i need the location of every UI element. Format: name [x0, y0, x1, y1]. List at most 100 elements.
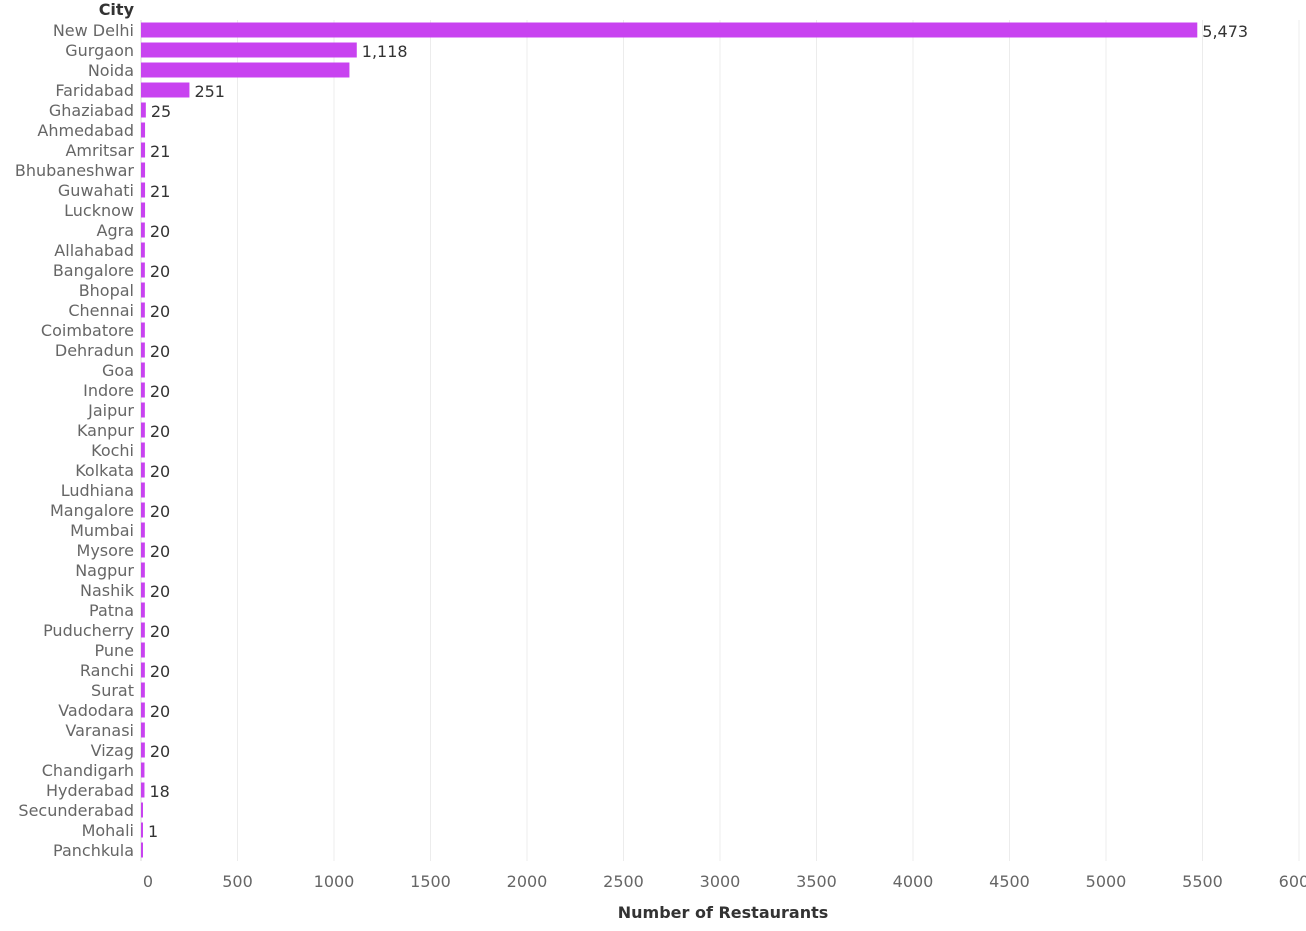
category-label: Gurgaon — [65, 41, 134, 60]
x-tick-label: 4500 — [989, 872, 1030, 891]
category-label: Mumbai — [70, 521, 134, 540]
category-label: Bhubaneshwar — [15, 161, 135, 180]
bar — [141, 222, 145, 238]
bar — [141, 642, 145, 658]
category-label: Surat — [91, 681, 134, 700]
x-tick-label: 5500 — [1182, 872, 1223, 891]
bar — [141, 682, 145, 698]
category-label: Noida — [88, 61, 134, 80]
bar — [141, 142, 146, 158]
bar — [141, 522, 145, 538]
data-label: 20 — [150, 702, 170, 721]
bar — [141, 282, 145, 298]
bar — [141, 802, 143, 818]
category-label: Bangalore — [53, 261, 134, 280]
category-label: Nagpur — [75, 561, 134, 580]
data-label: 20 — [150, 542, 170, 561]
category-label: Amritsar — [65, 141, 134, 160]
x-tick-label: 1500 — [410, 872, 451, 891]
x-axis-ticks: 0 500 1000 1500 2000 2500 3000 3500 4000 4500 5000… — [143, 872, 1306, 891]
bar — [141, 302, 145, 318]
category-label: Panchkula — [53, 841, 134, 860]
category-label: Ahmedabad — [37, 121, 134, 140]
bar — [141, 442, 145, 458]
data-label: 20 — [150, 342, 170, 361]
bar — [141, 422, 145, 438]
category-label: Kochi — [91, 441, 134, 460]
category-label: Vadodara — [58, 701, 134, 720]
category-label: Puducherry — [43, 621, 134, 640]
bar — [141, 262, 145, 278]
category-label: Lucknow — [64, 201, 134, 220]
category-label: Ghaziabad — [49, 101, 134, 120]
category-label: Goa — [102, 361, 134, 380]
gridlines — [140, 20, 1300, 861]
category-label: Faridabad — [55, 81, 134, 100]
data-label: 251 — [194, 82, 225, 101]
x-tick-label: 500 — [222, 872, 253, 891]
bar — [141, 82, 190, 98]
category-label: Guwahati — [58, 181, 134, 200]
category-label: Nashik — [80, 581, 135, 600]
data-label: 20 — [150, 222, 170, 241]
bar — [141, 62, 350, 78]
bar — [141, 482, 145, 498]
bar — [141, 182, 146, 198]
category-label: Kanpur — [77, 421, 134, 440]
bar — [141, 342, 145, 358]
bar — [141, 42, 357, 58]
bar — [141, 162, 146, 178]
bar — [141, 542, 145, 558]
data-label: 18 — [149, 782, 169, 801]
data-label: 20 — [150, 742, 170, 761]
bar — [141, 102, 146, 118]
bar — [141, 602, 145, 618]
bar — [141, 722, 145, 738]
data-label: 20 — [150, 262, 170, 281]
x-tick-label: 3500 — [796, 872, 837, 891]
x-tick-label: 1000 — [314, 872, 355, 891]
data-label: 5,473 — [1202, 22, 1248, 41]
data-label: 20 — [150, 662, 170, 681]
data-label: 20 — [150, 502, 170, 521]
bar — [141, 622, 145, 638]
category-label: Pune — [95, 641, 135, 660]
bar — [141, 22, 1198, 38]
bar — [141, 702, 145, 718]
bar — [141, 462, 145, 478]
data-label: 21 — [150, 142, 170, 161]
x-tick-label: 5000 — [1086, 872, 1127, 891]
x-tick-label: 3000 — [700, 872, 741, 891]
category-label: Chennai — [68, 301, 134, 320]
bar — [141, 782, 145, 798]
category-label: New Delhi — [53, 21, 134, 40]
bar — [141, 842, 143, 858]
bar — [141, 662, 145, 678]
category-label: Jaipur — [87, 401, 134, 420]
category-header: City — [99, 0, 135, 19]
bar — [141, 502, 145, 518]
x-tick-label: 2000 — [507, 872, 548, 891]
data-label: 20 — [150, 302, 170, 321]
bar — [141, 742, 145, 758]
bar — [141, 382, 145, 398]
data-label: 1 — [148, 822, 158, 841]
category-label: Varanasi — [65, 721, 134, 740]
category-label: Mohali — [82, 821, 134, 840]
x-tick-label: 0 — [143, 872, 153, 891]
data-label: 20 — [150, 582, 170, 601]
data-label: 20 — [150, 622, 170, 641]
category-label: Chandigarh — [42, 761, 134, 780]
data-label: 20 — [150, 462, 170, 481]
data-label: 21 — [150, 182, 170, 201]
bar — [141, 822, 143, 838]
bar — [141, 582, 145, 598]
category-label: Ludhiana — [61, 481, 134, 500]
data-labels: 5,473 1,118 251 25 21 21 20 20 20 20 20 20 20 20 20 20 2… — [148, 22, 1248, 841]
category-label: Patna — [89, 601, 134, 620]
x-tick-label: 2500 — [603, 872, 644, 891]
category-label: Vizag — [91, 741, 134, 760]
data-label: 20 — [150, 422, 170, 441]
x-tick-label: 6000 — [1279, 872, 1306, 891]
